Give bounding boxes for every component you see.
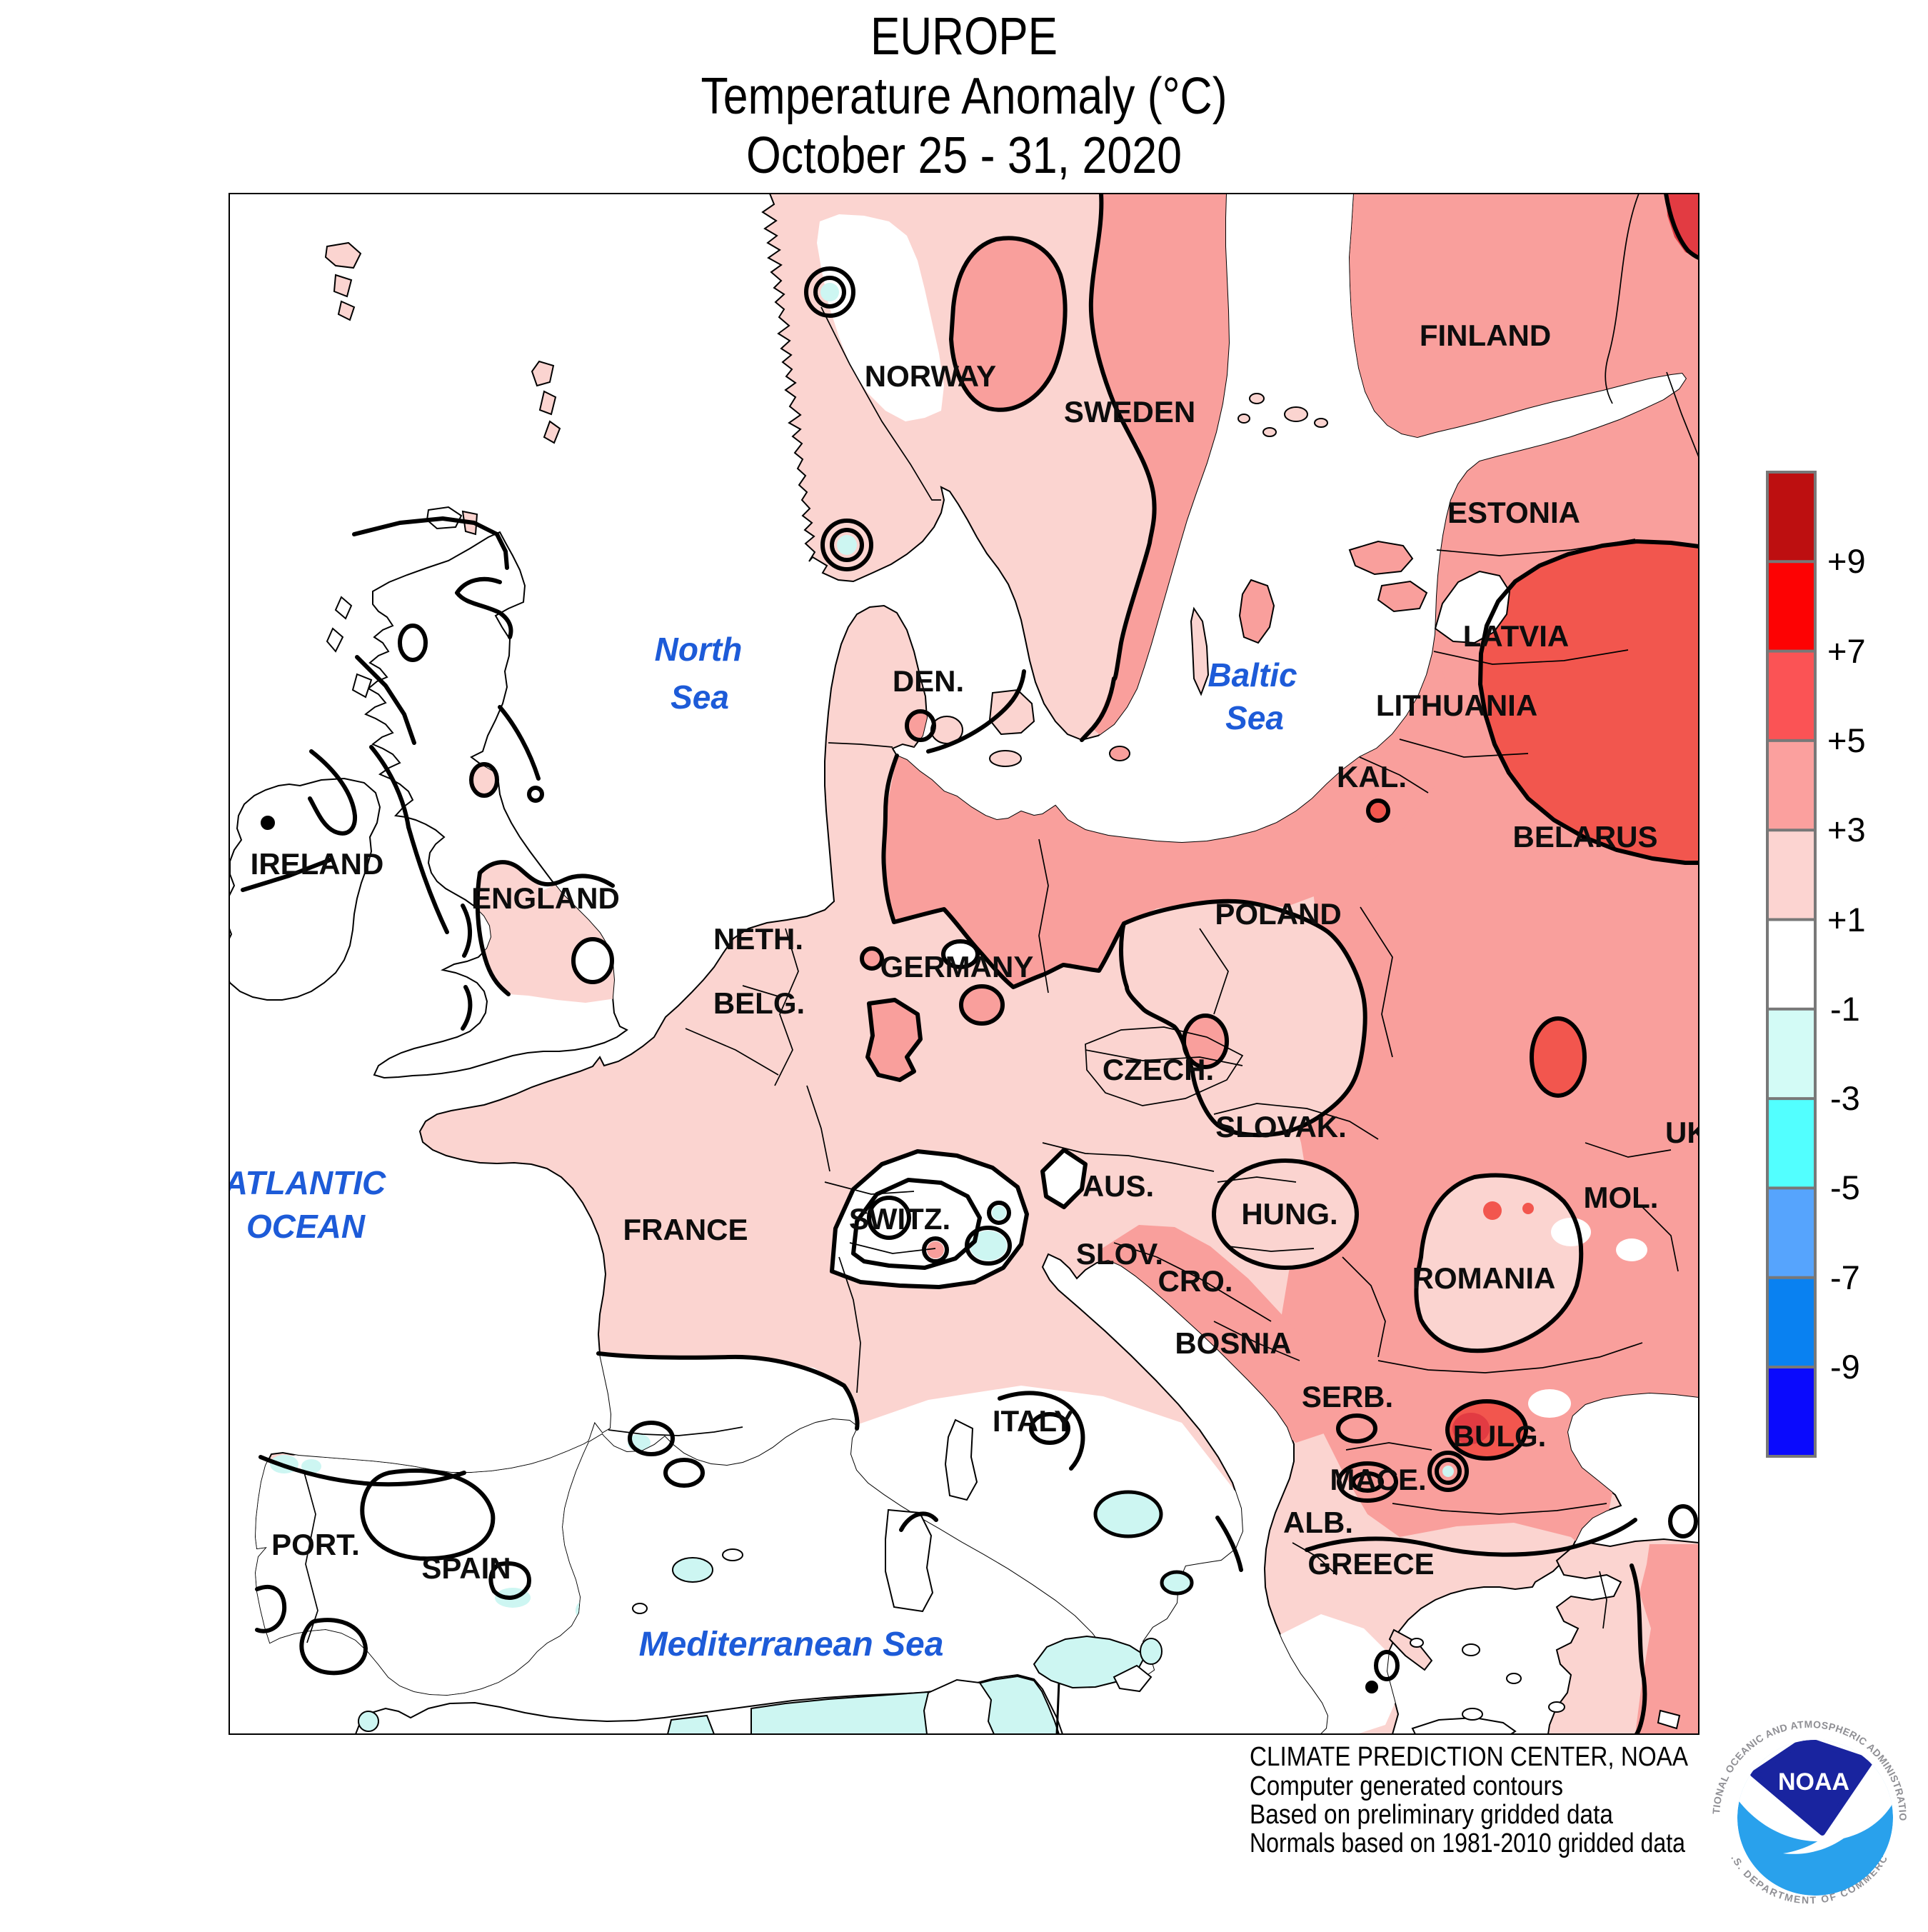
- svg-text:AUS.: AUS.: [1083, 1169, 1154, 1203]
- svg-text:NETH.: NETH.: [713, 922, 803, 956]
- svg-text:CLIMATE PREDICTION CENTER, NOA: CLIMATE PREDICTION CENTER, NOAA: [1250, 1742, 1689, 1772]
- svg-text:UKRAINE: UKRAINE: [1665, 1116, 1802, 1149]
- svg-text:-1: -1: [1830, 990, 1860, 1028]
- svg-text:POLAND: POLAND: [1215, 897, 1341, 931]
- svg-text:Sea: Sea: [671, 679, 729, 716]
- svg-text:SERB.: SERB.: [1302, 1380, 1393, 1413]
- svg-text:PORT.: PORT.: [271, 1528, 360, 1561]
- svg-text:DEN.: DEN.: [893, 664, 964, 698]
- svg-text:ALB.: ALB.: [1283, 1506, 1353, 1539]
- svg-text:ROMANIA: ROMANIA: [1412, 1261, 1556, 1295]
- svg-text:MOL.: MOL.: [1584, 1181, 1659, 1214]
- svg-text:EUROPE: EUROPE: [870, 6, 1058, 66]
- svg-text:+3: +3: [1827, 811, 1866, 849]
- svg-text:Sea: Sea: [1225, 699, 1284, 736]
- svg-text:SWEDEN: SWEDEN: [1064, 395, 1195, 429]
- svg-text:BELARUS: BELARUS: [1512, 820, 1657, 854]
- svg-text:October 25 - 31, 2020: October 25 - 31, 2020: [746, 127, 1182, 184]
- svg-text:+7: +7: [1827, 632, 1866, 670]
- svg-text:+1: +1: [1827, 901, 1866, 939]
- svg-text:SLOV.: SLOV.: [1076, 1237, 1163, 1271]
- svg-text:HUNG.: HUNG.: [1241, 1197, 1337, 1231]
- svg-text:-9: -9: [1830, 1348, 1860, 1386]
- svg-text:FRANCE: FRANCE: [623, 1213, 748, 1246]
- svg-text:North: North: [655, 631, 743, 668]
- svg-text:GERMANY: GERMANY: [880, 950, 1034, 983]
- svg-text:FINLAND: FINLAND: [1420, 319, 1551, 352]
- svg-text:+5: +5: [1827, 721, 1866, 759]
- svg-text:CRO.: CRO.: [1158, 1264, 1233, 1298]
- svg-text:BOSNIA: BOSNIA: [1175, 1326, 1291, 1360]
- svg-text:+9: +9: [1827, 542, 1866, 580]
- svg-text:KAL.: KAL.: [1337, 760, 1407, 794]
- svg-text:ENGLAND: ENGLAND: [471, 881, 620, 915]
- svg-text:MACE.: MACE.: [1330, 1463, 1426, 1496]
- svg-text:Mediterranean Sea: Mediterranean Sea: [639, 1626, 944, 1663]
- svg-text:NOAA: NOAA: [1778, 1768, 1849, 1796]
- svg-text:GREECE: GREECE: [1307, 1547, 1434, 1581]
- svg-text:SLOVAK.: SLOVAK.: [1215, 1110, 1347, 1143]
- svg-text:ATLANTIC: ATLANTIC: [224, 1164, 386, 1201]
- svg-text:Baltic: Baltic: [1207, 656, 1297, 694]
- svg-text:Computer generated contours: Computer generated contours: [1250, 1771, 1563, 1801]
- svg-text:NORWAY: NORWAY: [865, 359, 996, 393]
- svg-text:BULG.: BULG.: [1453, 1419, 1547, 1453]
- svg-text:SPAIN: SPAIN: [421, 1551, 511, 1585]
- svg-text:OCEAN: OCEAN: [246, 1208, 366, 1245]
- svg-text:Based on preliminary gridded d: Based on preliminary gridded data: [1250, 1800, 1614, 1830]
- svg-text:-3: -3: [1830, 1079, 1860, 1117]
- svg-text:BELG.: BELG.: [713, 986, 805, 1020]
- svg-text:LATVIA: LATVIA: [1463, 619, 1570, 653]
- svg-text:IRELAND: IRELAND: [251, 847, 384, 881]
- svg-text:Normals based on 1981-2010 gri: Normals based on 1981-2010 gridded data: [1250, 1828, 1686, 1858]
- svg-text:ESTONIA: ESTONIA: [1447, 496, 1580, 529]
- svg-text:Temperature Anomaly (°C): Temperature Anomaly (°C): [701, 68, 1227, 125]
- svg-text:ITALY: ITALY: [993, 1404, 1074, 1438]
- svg-text:SWITZ.: SWITZ.: [849, 1202, 950, 1236]
- svg-text:LITHUANIA: LITHUANIA: [1376, 689, 1537, 722]
- svg-text:-5: -5: [1830, 1168, 1860, 1206]
- svg-text:CZECH.: CZECH.: [1103, 1053, 1214, 1086]
- svg-text:-7: -7: [1830, 1258, 1860, 1296]
